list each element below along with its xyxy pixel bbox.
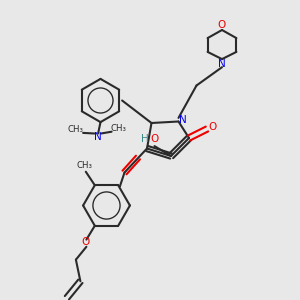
- Text: N: N: [179, 115, 187, 125]
- Text: O: O: [82, 237, 90, 247]
- Text: H: H: [141, 134, 148, 144]
- Text: O: O: [208, 122, 216, 132]
- Text: N: N: [94, 132, 102, 142]
- Text: O: O: [218, 20, 226, 30]
- Text: CH₃: CH₃: [68, 125, 84, 134]
- Text: N: N: [218, 59, 226, 69]
- Text: CH₃: CH₃: [110, 124, 126, 133]
- Text: CH₃: CH₃: [76, 161, 92, 170]
- Text: O: O: [150, 134, 159, 144]
